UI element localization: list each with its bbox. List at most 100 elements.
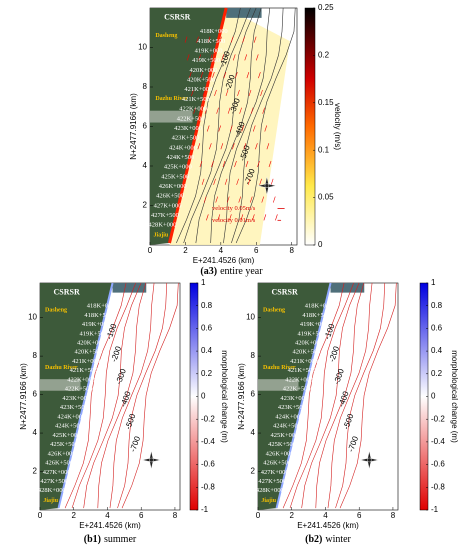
x-tick-label: 4	[219, 246, 224, 255]
station-label: 425K+000	[164, 164, 192, 171]
colorbar-tick-label: -0.8	[201, 482, 215, 491]
station-label: 426K+000	[266, 450, 294, 457]
station-label: 422K+000	[67, 376, 95, 383]
station-label: 421K+000	[72, 358, 100, 365]
velocity-arrow	[220, 143, 224, 150]
caption-text: summer	[104, 534, 137, 545]
station-label: 419K+500	[297, 330, 325, 337]
station-label: 419K+500	[192, 57, 220, 64]
y-tick-label: 6	[143, 122, 148, 131]
colorbar-tick-label: 0	[201, 392, 206, 401]
colorbar-tick-label: -0.2	[201, 414, 215, 423]
station-label: 418K+500	[197, 38, 225, 45]
colorbar-tick-label: -0.6	[201, 460, 215, 469]
velocity-arrow	[217, 214, 221, 221]
velocity-arrow	[191, 89, 194, 97]
caption-text: winter	[325, 534, 351, 545]
station-label: 419K+000	[195, 48, 223, 55]
contour	[223, 7, 271, 244]
velocity-arrow	[226, 196, 230, 203]
velocity-arrow	[237, 89, 240, 97]
colorbar-tick-label: 0.2	[318, 51, 330, 60]
station-label: 426K+000	[159, 183, 187, 190]
y-tick-label: 10	[28, 313, 37, 322]
colorbar-label: morphological change (m)	[450, 350, 458, 443]
caption-text: entire year	[220, 266, 263, 277]
station-label: 418K+000	[200, 28, 228, 35]
x-axis-label: E+241.4526 (km)	[297, 521, 359, 530]
station-label: 423K+500	[172, 135, 200, 142]
velocity-arrow	[211, 160, 214, 168]
contour	[301, 282, 360, 509]
velocity-arrow	[199, 160, 203, 168]
colorbar-tick-label: 0.4	[431, 346, 443, 355]
station-label: 421K+500	[288, 367, 316, 374]
caption: (b1) summer	[84, 534, 137, 545]
river	[150, 110, 193, 123]
station-label: 418K+000	[87, 303, 115, 310]
contour	[210, 7, 262, 244]
institute: CSRSR	[164, 13, 190, 22]
map-panel: -100-200-300-400-500-700CSRSRDashengDazh…	[38, 282, 181, 511]
velocity-arrow	[247, 178, 251, 185]
river-label: Dazhu River	[155, 96, 188, 102]
contour	[289, 282, 354, 509]
velocity-arrow	[250, 107, 254, 114]
velocity-arrow	[229, 125, 233, 132]
contour	[339, 282, 397, 509]
velocity-arrow	[225, 89, 229, 97]
colorbar-tick-label: 0.25	[318, 3, 334, 12]
colorbar-tick-label: -0.4	[201, 437, 215, 446]
velocity-arrow	[212, 72, 215, 79]
velocity-arrow	[243, 143, 247, 150]
station-label: 420K+000	[295, 340, 323, 347]
colorbar-tick-label: 0.8	[431, 301, 443, 310]
contour	[83, 282, 142, 509]
velocity-arrow	[184, 36, 188, 43]
compass	[360, 450, 379, 470]
velocity-arrow	[236, 178, 239, 185]
y-tick-label: 8	[33, 351, 38, 360]
y-tick-label: 8	[143, 82, 148, 91]
y-tick-label: 2	[143, 201, 148, 210]
colorbar-tick-label: 0	[318, 240, 323, 249]
velocity-arrow	[209, 143, 212, 150]
x-tick-label: 4	[105, 511, 110, 520]
station-label: 427K+000	[154, 202, 182, 209]
station-label: 423K+500	[278, 404, 306, 411]
station-label: 421K+000	[184, 86, 212, 93]
station-label: 420K+000	[190, 67, 218, 74]
x-axis-label: E+241.4526 (km)	[79, 521, 141, 530]
velocity-arrow	[272, 196, 276, 203]
y-tick-label: 4	[33, 428, 38, 437]
velocity-arrow	[222, 160, 226, 168]
station-label: 426K+500	[263, 460, 291, 467]
river-label: Dazhu River	[263, 365, 296, 371]
velocity-arrow	[215, 196, 218, 203]
velocity-arrow	[242, 36, 245, 43]
tile	[226, 8, 262, 18]
velocity-arrow	[262, 107, 265, 114]
map-panel: -100-200-300-400-500-700CSRSRDashengDazh…	[256, 282, 399, 511]
coastline	[57, 282, 114, 509]
colorbar-tick-label: 0.6	[201, 324, 213, 333]
contour	[121, 282, 179, 509]
velocity-arrow	[249, 196, 253, 203]
station-label: 420K+000	[77, 340, 105, 347]
station-label: 420K+500	[187, 77, 215, 84]
velocity-arrow	[221, 54, 225, 61]
colorbar-tick-label: 0.15	[318, 98, 334, 107]
place: Dasheng	[45, 307, 67, 313]
colorbar-tick-label: 0.1	[318, 145, 330, 154]
compass	[257, 176, 276, 195]
tile	[330, 283, 365, 293]
y-tick-label: 4	[143, 161, 148, 170]
station-label: 421K+500	[182, 96, 210, 103]
colorbar-tick-label: 0.2	[201, 369, 213, 378]
contour	[117, 282, 168, 509]
x-tick-label: 0	[148, 246, 153, 255]
contour	[109, 282, 155, 509]
station-label: 420K+500	[293, 349, 321, 356]
river	[258, 379, 299, 391]
contour	[183, 7, 251, 244]
